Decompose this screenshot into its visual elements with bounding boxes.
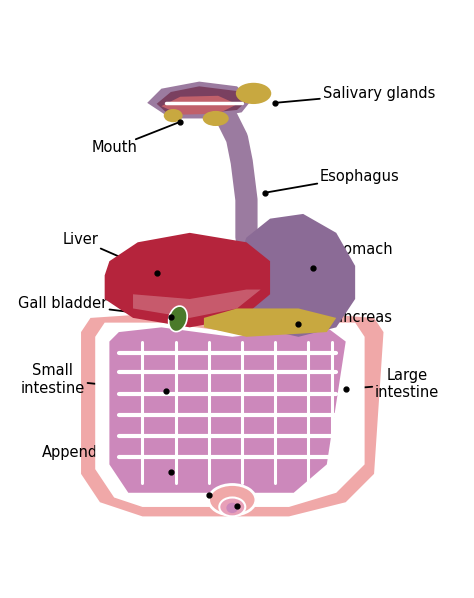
Text: Pancreas: Pancreas xyxy=(301,310,393,325)
Text: Esophagus: Esophagus xyxy=(268,169,400,192)
Text: Small
intestine: Small intestine xyxy=(20,363,164,395)
Polygon shape xyxy=(105,233,270,327)
Text: Salivary glands: Salivary glands xyxy=(278,86,435,103)
Text: Appendix: Appendix xyxy=(42,445,168,471)
Ellipse shape xyxy=(236,83,271,104)
Text: Rectum: Rectum xyxy=(134,481,206,496)
Ellipse shape xyxy=(169,306,187,332)
Polygon shape xyxy=(81,313,383,517)
Ellipse shape xyxy=(219,498,245,517)
Text: Large
intestine: Large intestine xyxy=(348,368,439,400)
Text: Stomach: Stomach xyxy=(315,242,392,267)
Text: Mouth: Mouth xyxy=(91,123,178,155)
Polygon shape xyxy=(161,96,237,115)
Polygon shape xyxy=(147,81,251,118)
Ellipse shape xyxy=(164,109,182,122)
Ellipse shape xyxy=(209,484,256,515)
Text: Anus: Anus xyxy=(240,486,302,505)
Text: Gall bladder: Gall bladder xyxy=(18,296,168,316)
Polygon shape xyxy=(237,214,355,337)
Polygon shape xyxy=(204,309,336,337)
Ellipse shape xyxy=(203,111,229,126)
Polygon shape xyxy=(133,289,261,318)
Ellipse shape xyxy=(227,503,238,513)
Polygon shape xyxy=(95,323,365,507)
Polygon shape xyxy=(156,86,246,114)
Text: Liver: Liver xyxy=(63,233,154,272)
Polygon shape xyxy=(109,327,346,493)
